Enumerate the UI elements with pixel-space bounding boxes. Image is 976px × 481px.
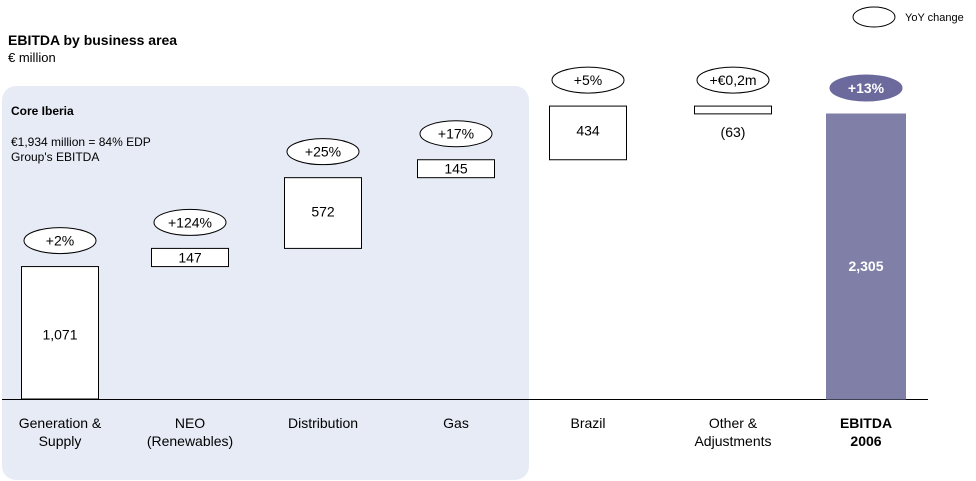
yoy-ellipse-3 [286,138,360,166]
category-label-2-2: (Renewables) [147,433,233,449]
chart-unit: € million [8,50,56,65]
category-label-4-1: Gas [443,415,469,431]
category-label-6-1: Other & [709,415,758,431]
yoy-ellipse-1 [23,227,97,255]
yoy-label-2: +124% [168,214,212,230]
yoy-ellipse-6 [696,66,770,94]
core-iberia-title: Core Iberia [11,104,74,118]
value-label-2: 147 [178,249,202,265]
yoy-ellipse-4 [419,120,493,148]
yoy-ellipse-2 [153,208,227,236]
bar-6 [694,105,772,115]
value-label-3: 572 [311,204,335,220]
value-label-1: 1,071 [42,326,77,342]
category-label-5-1: Brazil [570,415,605,431]
category-label-6-2: Adjustments [694,433,771,449]
category-label-7-2: 2006 [850,433,881,449]
bar-5 [549,105,627,161]
bar-1 [21,266,99,400]
bar-3 [284,177,362,249]
value-label-5: 434 [576,123,600,139]
yoy-label-1: +2% [46,233,74,249]
yoy-ellipse-7 [829,74,903,102]
bar-4 [417,159,495,179]
value-label-4: 145 [444,161,468,177]
category-label-1-2: Supply [39,433,82,449]
value-label-7: 2,305 [848,258,883,274]
yoy-label-5: +5% [574,72,602,88]
bar-2 [151,247,229,268]
chart-title: EBITDA by business area [8,32,177,48]
category-label-2-1: NEO [175,415,205,431]
bar-7 [826,113,906,400]
category-label-3-1: Distribution [288,415,358,431]
core-iberia-note-line2: Group's EBITDA [11,150,99,164]
category-label-1-1: Generation & [19,415,102,431]
legend-ellipse-icon [852,6,896,28]
yoy-label-3: +25% [305,144,341,160]
category-label-7-1: EBITDA [840,415,892,431]
legend-label: YoY change [905,12,964,24]
core-iberia-note-line1: €1,934 million = 84% EDP [11,135,151,149]
yoy-label-4: +17% [438,126,474,142]
yoy-label-7: +13% [848,80,885,96]
value-label-6: (63) [721,124,746,140]
core-iberia-panel [2,86,529,480]
yoy-label-6: +€0,2m [709,72,756,88]
yoy-ellipse-5 [551,66,625,94]
